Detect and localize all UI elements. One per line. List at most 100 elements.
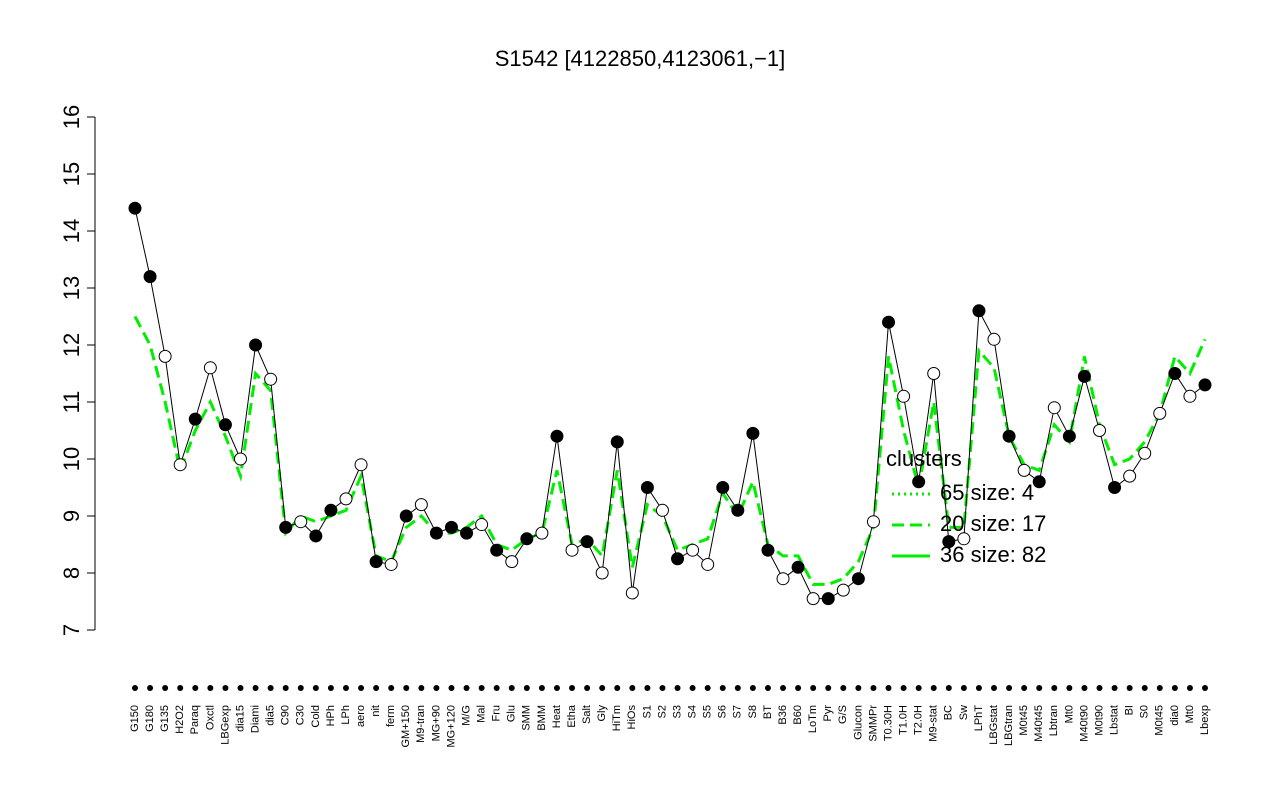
data-point xyxy=(414,498,428,512)
data-point xyxy=(324,503,338,517)
y-tick-label: 16 xyxy=(59,105,84,129)
x-tick-label: LBGtran xyxy=(1003,705,1015,746)
x-tick-label: T2.0H xyxy=(913,705,925,735)
x-marker xyxy=(569,685,576,691)
legend-label: 65 size: 4 xyxy=(940,480,1034,505)
y-tick-label: 13 xyxy=(59,276,84,300)
x-marker xyxy=(1096,685,1103,691)
x-tick-label: Glucon xyxy=(852,705,864,740)
x-marker xyxy=(734,685,741,691)
x-tick-label: S6 xyxy=(717,705,729,718)
x-tick-label: S2 xyxy=(656,705,668,718)
x-marker xyxy=(132,685,138,691)
data-point xyxy=(143,270,157,284)
data-point xyxy=(384,557,398,571)
x-tick-label: MG+90 xyxy=(430,705,442,741)
x-tick-label: SMMPr xyxy=(867,705,879,742)
x-tick-label: Pyr xyxy=(822,705,834,722)
x-tick-label: G/S xyxy=(837,705,849,724)
x-marker xyxy=(704,685,711,691)
x-tick-label: M0t45 xyxy=(1154,705,1166,736)
data-point xyxy=(1093,424,1107,437)
data-point xyxy=(836,583,850,597)
data-point xyxy=(339,492,353,506)
data-point xyxy=(791,560,805,574)
x-tick-label: HPh xyxy=(325,705,337,726)
x-marker xyxy=(478,685,485,691)
x-marker xyxy=(1021,685,1028,691)
x-tick-label: LoTm xyxy=(807,705,819,733)
x-marker xyxy=(267,685,274,691)
data-point xyxy=(294,515,308,529)
x-tick-label: LBGexp xyxy=(219,705,231,745)
x-marker xyxy=(192,685,199,691)
x-tick-label: HiTm xyxy=(611,705,623,731)
data-point xyxy=(1077,369,1091,383)
legend-label: 20 size: 17 xyxy=(940,511,1046,536)
x-marker xyxy=(342,685,349,691)
x-marker xyxy=(147,685,154,691)
x-tick-label: T0.30H xyxy=(882,705,894,741)
x-tick-label: aero xyxy=(355,705,367,727)
x-marker xyxy=(659,685,666,691)
x-marker xyxy=(930,685,937,691)
data-point xyxy=(640,481,654,494)
data-point xyxy=(1123,469,1137,483)
x-marker xyxy=(1036,685,1043,691)
x-marker xyxy=(418,685,425,691)
data-point xyxy=(610,435,624,449)
x-marker xyxy=(448,685,455,691)
x-marker xyxy=(463,685,470,691)
x-marker xyxy=(207,685,214,691)
data-point xyxy=(912,475,926,489)
data-point xyxy=(520,532,534,546)
x-marker xyxy=(945,685,952,691)
x-marker xyxy=(433,685,440,691)
x-tick-label: LBGstat xyxy=(988,705,1000,745)
x-tick-label: G150 xyxy=(129,705,141,732)
x-marker xyxy=(674,685,681,691)
x-marker xyxy=(689,685,696,691)
data-point xyxy=(490,543,504,557)
x-marker xyxy=(749,685,756,691)
y-tick-label: 8 xyxy=(59,567,84,579)
data-line xyxy=(134,208,1206,600)
x-marker xyxy=(553,685,560,691)
data-point xyxy=(595,566,609,580)
x-marker xyxy=(237,685,244,691)
x-tick-label: MG+120 xyxy=(445,705,457,748)
data-point xyxy=(957,532,971,546)
x-tick-label: S8 xyxy=(747,705,759,718)
x-tick-label: Etha xyxy=(566,704,578,728)
x-marker xyxy=(282,685,289,691)
x-tick-label: S5 xyxy=(702,705,714,718)
x-marker xyxy=(1156,685,1163,691)
x-tick-label: Heat xyxy=(551,705,563,728)
x-tick-label: BT xyxy=(762,705,774,719)
data-point xyxy=(866,515,880,529)
x-marker xyxy=(599,685,606,691)
x-tick-label: dia15 xyxy=(234,705,246,732)
data-point xyxy=(655,503,669,517)
y-tick-label: 12 xyxy=(59,333,84,357)
x-marker xyxy=(312,685,319,691)
x-tick-label: M9-stat xyxy=(928,705,940,742)
x-marker xyxy=(885,685,892,691)
x-tick-label: C30 xyxy=(295,705,307,725)
x-marker xyxy=(297,685,304,691)
x-tick-label: S4 xyxy=(687,705,699,718)
x-marker xyxy=(764,685,771,691)
y-tick-label: 7 xyxy=(59,624,84,636)
x-tick-label: BC xyxy=(943,705,955,720)
x-tick-label: BMM xyxy=(536,705,548,731)
data-point xyxy=(882,315,896,329)
x-marker xyxy=(810,685,817,691)
data-point xyxy=(505,555,519,569)
x-marker xyxy=(795,685,802,691)
x-marker xyxy=(870,685,877,691)
data-point xyxy=(716,481,730,494)
x-tick-label: LPh xyxy=(340,705,352,725)
x-tick-label: Cold xyxy=(310,705,322,728)
x-marker xyxy=(327,685,334,691)
